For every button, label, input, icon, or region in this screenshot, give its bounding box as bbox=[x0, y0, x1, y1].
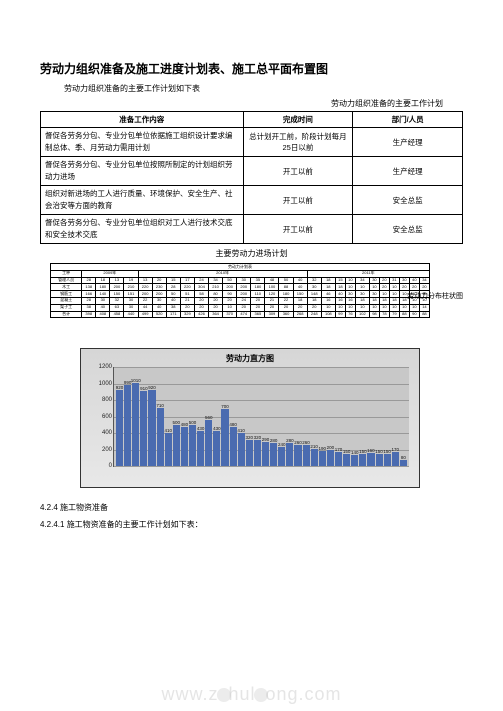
preparation-table: 准备工作内容 完成时间 部门/人员 督促各劳务分包、专业分包单位依据施工组织设计… bbox=[40, 111, 463, 244]
th-dept: 部门/人员 bbox=[353, 112, 463, 128]
side-label: 劳动力分布柱状图 bbox=[407, 291, 463, 301]
page-title: 劳动力组织准备及施工进度计划表、施工总平面布置图 bbox=[40, 60, 463, 77]
table-row: 督促各劳务分包、专业分包单位依据施工组织设计要求编制总体、季、月劳动力需用计划 … bbox=[41, 128, 463, 157]
table-row: 督促各劳务分包、专业分包单位按照所制定的计划组织劳动力进场 开工以前 生产经理 bbox=[41, 157, 463, 186]
th-time: 完成时间 bbox=[243, 112, 353, 128]
watermark: www.zhulong.com bbox=[161, 684, 341, 705]
table-row: 督促各劳务分包、专业分包单位组织对工人进行技术交底和安全技术交底 开工以前 安全… bbox=[41, 215, 463, 244]
intro-text: 劳动力组织准备的主要工作计划如下表 bbox=[64, 83, 463, 94]
table2-caption: 主要劳动力进场计划 bbox=[40, 248, 463, 259]
labor-histogram-chart: 劳动力直方图 020040060080010001200920990101091… bbox=[80, 348, 420, 488]
section-4-2-4: 4.2.4 施工物资准备 bbox=[40, 502, 463, 513]
labor-plan-table: 劳动力计划表工种2009年2010年2011年管理人员2818131913201… bbox=[50, 263, 430, 318]
section-4-2-4-1: 4.2.4.1 施工物资准备的主要工作计划如下表： bbox=[40, 519, 463, 530]
chart-title: 劳动力直方图 bbox=[81, 353, 419, 364]
table-row: 组织对新进场的工人进行质量、环境保护、安全生产、社会治安等方面的教育 开工以前 … bbox=[41, 186, 463, 215]
th-content: 准备工作内容 bbox=[41, 112, 244, 128]
table1-caption: 劳动力组织准备的主要工作计划 bbox=[40, 98, 443, 109]
